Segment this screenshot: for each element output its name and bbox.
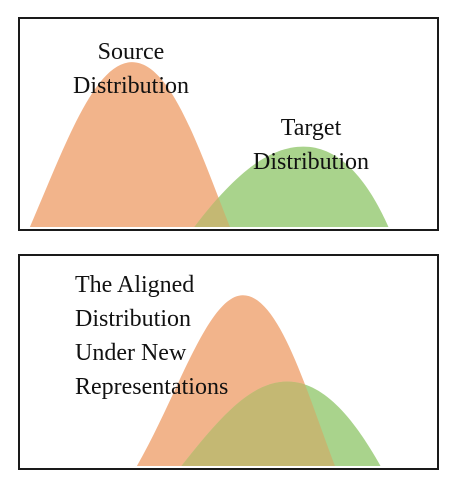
bottom-panel-after-alignment: The Aligned Distribution Under New Repre… [18,254,439,470]
aligned-label-line-2: Distribution [75,306,192,332]
aligned-distribution-label: The Aligned Distribution Under New Repre… [75,268,228,404]
target-label-line-2: Distribution [252,149,369,175]
top-distribution-plot [29,62,389,228]
aligned-label-line-4: Representations [75,374,229,400]
target-distribution-label: Target Distribution [218,111,404,179]
target-label-line-1: Target [280,115,342,141]
target-distribution-curve [194,146,389,228]
top-panel-before-alignment: Source Distribution Target Distribution [18,17,439,231]
source-label-line-2: Distribution [72,73,189,99]
aligned-label-line-3: Under New [75,340,187,366]
source-distribution-label: Source Distribution [38,35,224,103]
source-label-line-1: Source [97,39,165,65]
bottom-distribution-plot [136,295,381,467]
aligned-label-line-1: The Aligned [75,272,195,298]
source-distribution-curve [29,62,230,228]
